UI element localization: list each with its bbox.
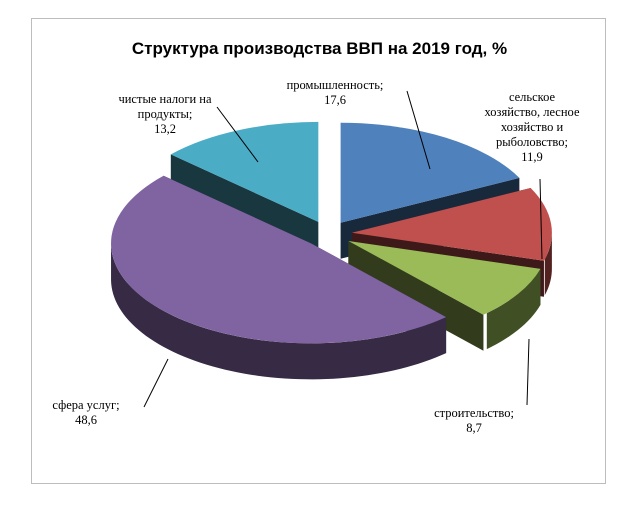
slice-label-0: промышленность; 17,6 [287, 78, 384, 107]
leader-line-3 [143, 358, 169, 408]
slice-label-2: строительство; 8,7 [434, 406, 514, 435]
leader-line-4 [216, 106, 259, 163]
chart-frame: Структура производства ВВП на 2019 год, … [31, 18, 606, 484]
chart-title: Структура производства ВВП на 2019 год, … [131, 39, 508, 58]
leader-line-1 [539, 178, 543, 260]
slice-labels: промышленность; 17,6 сельское хозяйство, ле… [52, 78, 580, 435]
slice-3 [111, 175, 447, 344]
leader-line-2 [526, 338, 530, 406]
slice-2 [348, 240, 541, 315]
slice-1 [351, 187, 552, 261]
slice-label-1: сельское хозяйство, лесное хозяйство и рыбо… [484, 90, 579, 164]
slice-0 [340, 122, 520, 223]
slice-label-3: сфера услуг; 48,6 [52, 398, 119, 427]
leader-line-0 [406, 90, 431, 170]
slice-label-4: чистые налоги на продукты; 13,2 [118, 92, 212, 136]
pie-chart: промышленность; 17,6 сельское хозяйство, ле… [52, 78, 580, 435]
slice-4 [170, 121, 319, 222]
pie-tops [111, 121, 552, 344]
